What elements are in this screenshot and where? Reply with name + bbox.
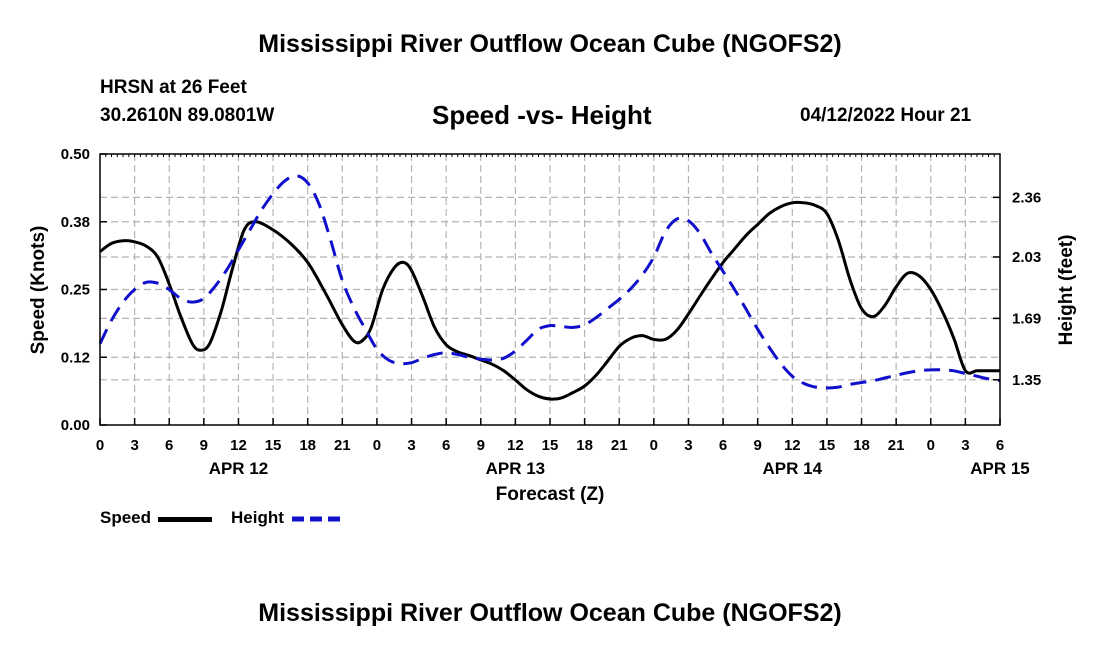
x-tick-label: 3 xyxy=(130,437,138,454)
y2-tick-label: 2.36 xyxy=(1012,189,1041,206)
legend-speed-swatch xyxy=(158,517,212,522)
y-tick-label: 0.25 xyxy=(61,282,90,299)
x-tick-label: 9 xyxy=(477,437,485,454)
series-lines xyxy=(98,174,1001,401)
grid-lines xyxy=(100,154,1000,425)
x-tick-label: 0 xyxy=(927,437,935,454)
x-tick-label: 12 xyxy=(230,437,247,454)
x-tick-label: 6 xyxy=(165,437,173,454)
x-axis-label: Forecast (Z) xyxy=(496,484,605,505)
date-label: APR 14 xyxy=(763,459,823,478)
x-tick-label: 3 xyxy=(684,437,692,454)
x-tick-label: 6 xyxy=(996,437,1004,454)
y-axis-label: Speed (Knots) xyxy=(28,226,49,355)
x-tick-label: 0 xyxy=(373,437,381,454)
legend-height-swatch xyxy=(292,516,344,522)
x-tick-label: 21 xyxy=(888,437,905,454)
x-tick-label: 0 xyxy=(96,437,104,454)
x-tick-label: 9 xyxy=(200,437,208,454)
y-tick-label: 0.00 xyxy=(61,417,90,434)
x-tick-label: 21 xyxy=(334,437,351,454)
x-tick-label: 3 xyxy=(961,437,969,454)
legend-height-label: Height xyxy=(231,508,284,527)
x-tick-label: 0 xyxy=(650,437,658,454)
y-tick-label: 0.12 xyxy=(61,349,90,366)
date-label: APR 12 xyxy=(209,459,269,478)
y2-tick-label: 2.03 xyxy=(1012,249,1041,266)
series-line-height xyxy=(98,174,1001,390)
date-label: APR 13 xyxy=(486,459,546,478)
x-tick-label: 18 xyxy=(299,437,316,454)
x-tick-label: 15 xyxy=(265,437,282,454)
x-tick-label: 6 xyxy=(719,437,727,454)
y-tick-label: 0.38 xyxy=(61,214,90,231)
coordinates-label: 30.2610N 89.0801W xyxy=(100,105,275,126)
axis-ticks xyxy=(99,153,1001,426)
x-tick-label: 3 xyxy=(407,437,415,454)
station-label: HRSN at 26 Feet xyxy=(100,77,247,98)
series-line-speed xyxy=(99,200,1000,401)
date-label: APR 15 xyxy=(970,459,1030,478)
chart-subtitle: Speed -vs- Height xyxy=(432,100,652,130)
legend-speed-label: Speed xyxy=(100,508,152,527)
x-tick-label: 9 xyxy=(754,437,762,454)
x-tick-label: 12 xyxy=(784,437,801,454)
x-tick-label: 15 xyxy=(819,437,836,454)
x-tick-label: 12 xyxy=(507,437,524,454)
x-tick-label: 18 xyxy=(576,437,593,454)
forecast-datetime: 04/12/2022 Hour 21 xyxy=(800,105,972,126)
y2-tick-label: 1.69 xyxy=(1012,310,1041,327)
chart-title: Mississippi River Outflow Ocean Cube (NG… xyxy=(258,30,842,58)
x-tick-label: 6 xyxy=(442,437,450,454)
x-tick-label: 21 xyxy=(611,437,628,454)
x-tick-label: 15 xyxy=(542,437,559,454)
x-tick-label: 18 xyxy=(853,437,870,454)
y2-axis-label: Height (feet) xyxy=(1056,235,1077,346)
y-tick-label: 0.50 xyxy=(61,146,90,163)
y2-tick-label: 1.35 xyxy=(1012,372,1041,389)
axis-labels: 0 3 6 9 12 15 18 21 0 3 6 9 12 15 18 21 0 3 6 9 12 15 18 21 0 3 6 0… xyxy=(61,146,1041,478)
footer-title: Mississippi River Outflow Ocean Cube (NG… xyxy=(258,599,842,627)
